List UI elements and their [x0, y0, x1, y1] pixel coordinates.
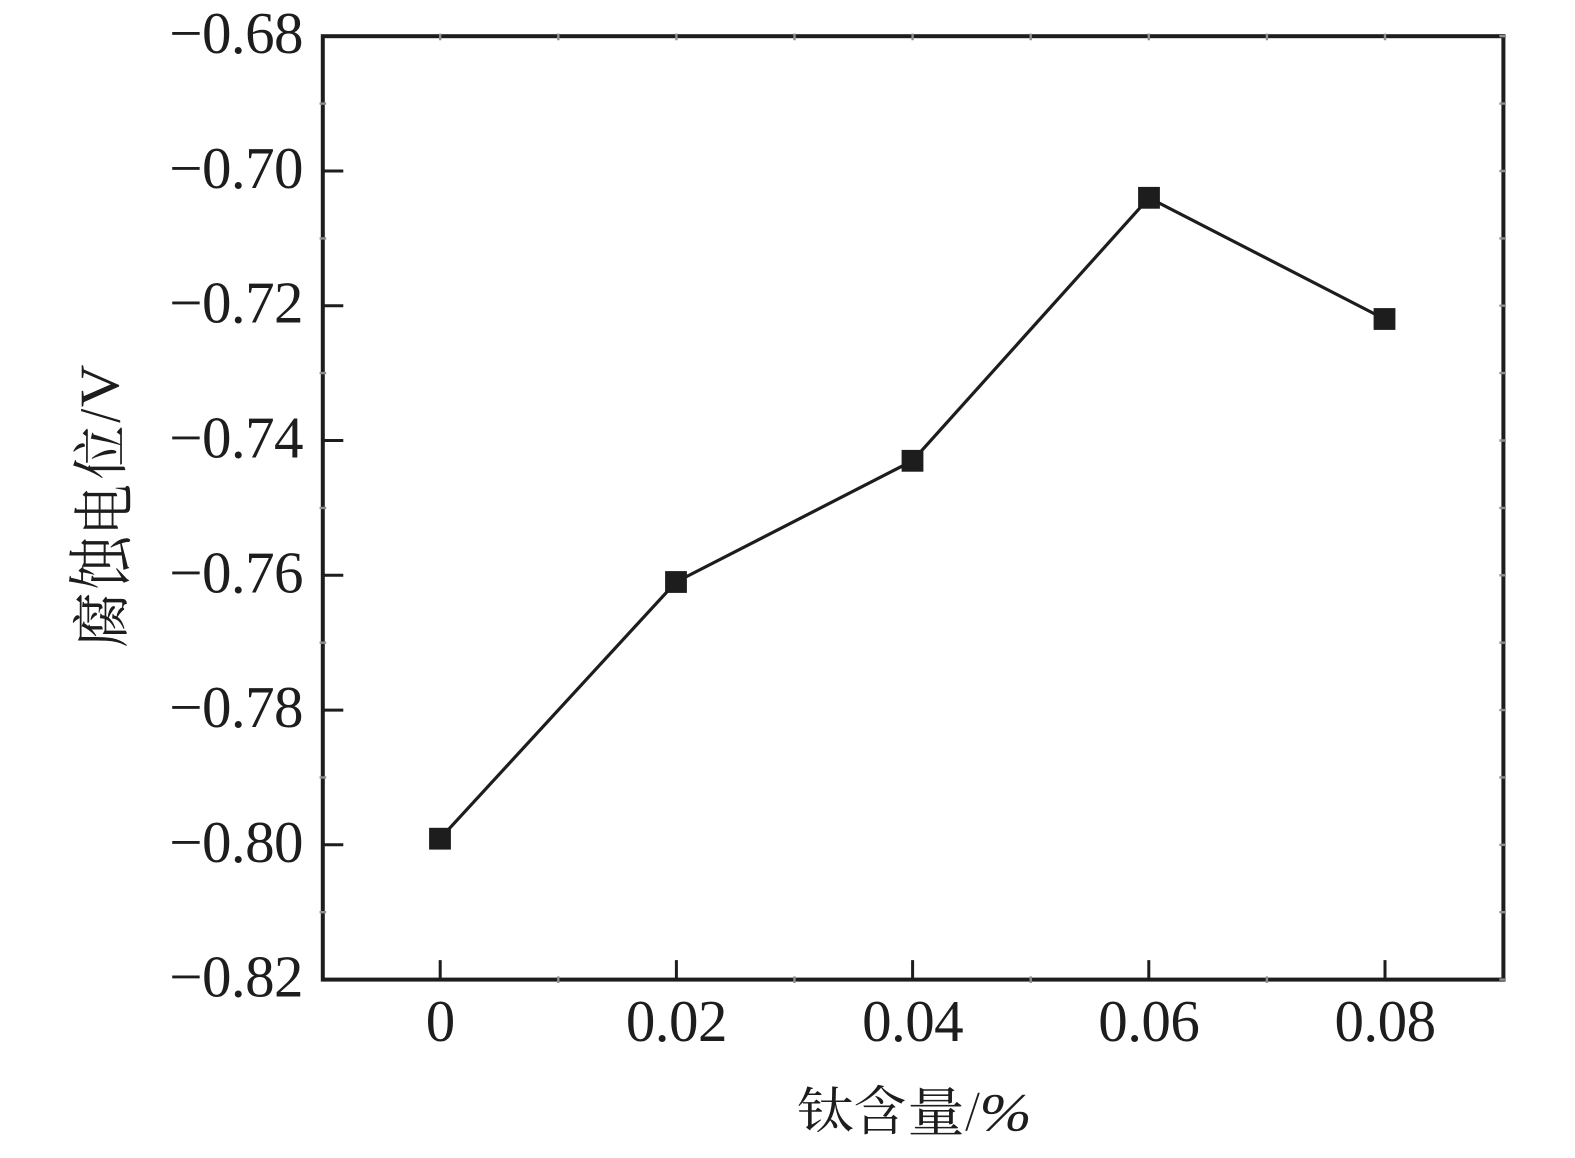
- svg-text:0.08: 0.08: [1334, 988, 1435, 1054]
- svg-text:−0.76: −0.76: [169, 539, 303, 605]
- svg-text:0.06: 0.06: [1098, 988, 1199, 1054]
- svg-text:0: 0: [426, 988, 455, 1054]
- svg-text:−0.74: −0.74: [169, 405, 303, 471]
- svg-text:0.04: 0.04: [862, 988, 963, 1054]
- svg-text:−0.78: −0.78: [169, 674, 303, 740]
- svg-text:0.02: 0.02: [626, 988, 727, 1054]
- svg-text:−0.82: −0.82: [169, 944, 303, 1010]
- svg-text:−0.72: −0.72: [169, 270, 303, 336]
- svg-text:−0.68: −0.68: [169, 0, 303, 66]
- svg-text:−0.70: −0.70: [169, 135, 303, 201]
- svg-text:−0.80: −0.80: [169, 809, 303, 875]
